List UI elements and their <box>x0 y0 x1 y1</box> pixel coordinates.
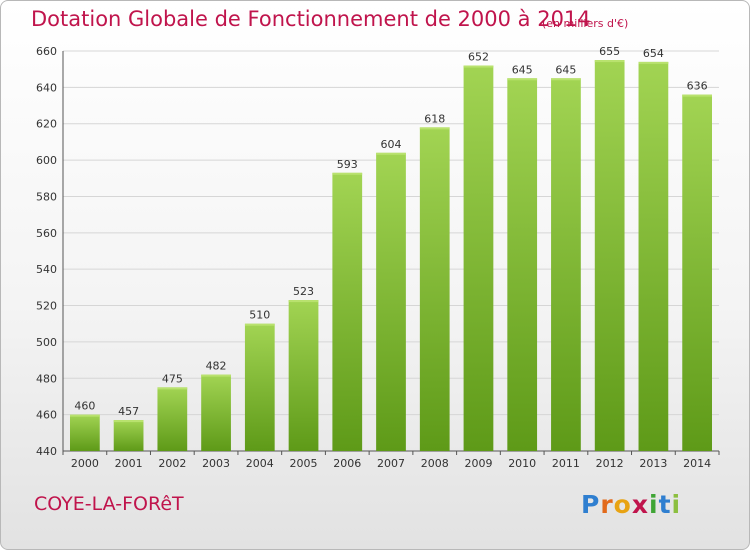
x-tick-label: 2002 <box>158 457 186 470</box>
bar-value-label: 457 <box>118 405 139 418</box>
bar-value-label: 645 <box>555 63 576 76</box>
bar <box>244 323 275 451</box>
bar-value-label: 652 <box>468 51 489 64</box>
bar <box>638 61 669 452</box>
bar-highlight <box>288 300 319 303</box>
bar <box>463 65 494 451</box>
bar-highlight <box>507 78 538 81</box>
x-tick-label: 2010 <box>508 457 536 470</box>
bar <box>69 414 100 451</box>
chart-title: Dotation Globale de Fonctionnement de 20… <box>31 7 591 31</box>
y-tick-label: 460 <box>36 409 57 422</box>
x-tick-label: 2011 <box>552 457 580 470</box>
y-tick-label: 600 <box>36 154 57 167</box>
logo-letter-t: t <box>658 490 672 519</box>
y-tick-label: 660 <box>36 45 57 58</box>
bar <box>157 387 188 451</box>
y-tick-label: 500 <box>36 336 57 349</box>
chart-unit-note: (en milliers d'€) <box>542 17 629 30</box>
logo-letter-r: r <box>600 490 614 519</box>
bar-highlight <box>201 374 231 377</box>
bar-highlight <box>244 323 275 326</box>
bar <box>682 94 713 452</box>
y-tick-label: 620 <box>36 118 57 131</box>
x-tick-label: 2012 <box>596 457 624 470</box>
logo-letter-o: o <box>613 490 632 519</box>
bar <box>594 60 625 451</box>
commune-name: COYE-LA-FORêT <box>34 493 184 515</box>
x-tick-label: 2007 <box>377 457 405 470</box>
logo-letter-p: P <box>581 490 601 519</box>
bar-highlight <box>69 414 100 417</box>
bar-value-label: 604 <box>381 138 402 151</box>
bar <box>332 172 363 451</box>
bar <box>201 374 231 451</box>
x-tick-label: 2004 <box>246 457 274 470</box>
bar <box>113 420 144 451</box>
x-tick-label: 2006 <box>333 457 361 470</box>
x-tick-label: 2014 <box>683 457 711 470</box>
x-tick-label: 2000 <box>71 457 99 470</box>
bar-highlight <box>463 65 494 68</box>
x-tick-label: 2013 <box>639 457 667 470</box>
y-tick-label: 540 <box>36 263 57 276</box>
x-tick-label: 2008 <box>421 457 449 470</box>
bar-highlight <box>113 420 144 423</box>
bar-value-label: 460 <box>74 400 95 413</box>
y-tick-label: 560 <box>36 227 57 240</box>
bar-value-label: 636 <box>687 80 708 93</box>
y-tick-label: 440 <box>36 445 57 458</box>
logo-letter-x: x <box>631 490 649 519</box>
bar-value-label: 618 <box>424 112 445 125</box>
bar-value-label: 482 <box>206 360 227 373</box>
bar-value-label: 475 <box>162 372 183 385</box>
logo-letter-i2: i <box>671 490 682 519</box>
bar-value-label: 645 <box>512 63 533 76</box>
bar <box>288 300 319 451</box>
labels: 440 460 480 500 520 540 560 580 600 620 640 660 460 2… <box>36 45 711 470</box>
bar <box>419 127 450 451</box>
bar-value-label: 593 <box>337 158 358 171</box>
bar-highlight <box>638 61 669 64</box>
bar-highlight <box>376 152 406 155</box>
y-tick-label: 520 <box>36 300 57 313</box>
bar-highlight <box>419 127 450 130</box>
y-tick-label: 480 <box>36 372 57 385</box>
bar <box>507 78 538 451</box>
proxiti-logo[interactable]: Proxiti <box>581 490 681 519</box>
bars <box>69 60 713 452</box>
y-tick-label: 640 <box>36 81 57 94</box>
y-tick-label: 580 <box>36 190 57 203</box>
bar <box>376 152 406 451</box>
logo-letter-i: i <box>649 490 659 519</box>
bar-value-label: 510 <box>249 309 270 322</box>
x-tick-label: 2005 <box>290 457 318 470</box>
x-tick-label: 2009 <box>464 457 492 470</box>
bar-highlight <box>682 94 713 97</box>
bar-highlight <box>551 78 581 81</box>
bar-value-label: 523 <box>293 285 314 298</box>
x-tick-label: 2001 <box>115 457 143 470</box>
bar <box>551 78 581 451</box>
x-tick-label: 2003 <box>202 457 230 470</box>
bar-highlight <box>594 60 625 63</box>
bar-value-label: 655 <box>599 45 620 58</box>
bar-highlight <box>157 387 188 390</box>
bar-value-label: 654 <box>643 47 664 60</box>
bar-highlight <box>332 172 363 175</box>
